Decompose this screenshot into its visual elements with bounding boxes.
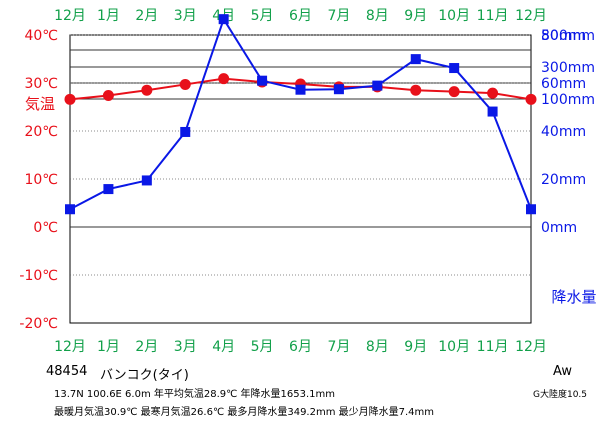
temperature-tick-label: 20℃	[24, 124, 58, 140]
precipitation-point	[65, 204, 75, 215]
month-label-bottom: 6月	[289, 339, 312, 355]
station-name: バンコク(タイ)	[100, 368, 189, 383]
month-label-top: 1月	[97, 8, 120, 24]
precipitation-axis-title: 降水量	[551, 288, 596, 306]
precipitation-tick-label: 100mm	[541, 92, 595, 108]
station-details: 13.7N 100.6E 6.0m 年平均気温28.9℃ 年降水量1653.1m…	[54, 389, 336, 400]
temperature-point	[64, 93, 76, 105]
month-label-top: 5月	[251, 8, 274, 24]
precipitation-point	[333, 84, 344, 95]
temperature-point	[448, 86, 460, 98]
precipitation-point	[295, 84, 306, 95]
precipitation-point	[103, 184, 114, 195]
temperature-point	[410, 84, 422, 96]
precipitation-tick-label: 80mm	[541, 28, 586, 44]
temperature-point	[218, 73, 230, 85]
precipitation-point	[449, 63, 460, 74]
station-id: 48454	[46, 364, 88, 379]
precipitation-point	[180, 126, 191, 137]
climate-code: Aw	[553, 364, 572, 379]
month-label-top: 2月	[135, 8, 158, 24]
month-label-bottom: 4月	[212, 339, 235, 355]
month-label-top: 8月	[366, 8, 389, 24]
precipitation-point	[141, 175, 152, 186]
month-label-top: 6月	[289, 8, 312, 24]
precipitation-point	[257, 75, 268, 86]
temperature-point	[487, 87, 499, 99]
precipitation-point	[487, 106, 498, 117]
month-label-bottom: 2月	[135, 339, 158, 355]
climate-chart: 12月12月1月1月2月2月3月3月4月4月5月5月6月6月7月7月8月8月9月…	[19, 8, 596, 355]
precipitation-point	[218, 14, 229, 25]
precipitation-point	[526, 204, 536, 215]
precipitation-tick-label: 20mm	[541, 172, 586, 188]
month-label-bottom: 11月	[477, 339, 509, 355]
month-label-top: 7月	[327, 8, 350, 24]
temperature-tick-label: 0℃	[33, 220, 58, 236]
temperature-tick-label: 30℃	[24, 76, 58, 92]
precipitation-tick-label: 40mm	[541, 124, 586, 140]
temperature-point	[102, 89, 114, 101]
month-label-bottom: 12月	[515, 339, 547, 355]
month-label-bottom: 12月	[54, 339, 86, 355]
month-label-bottom: 5月	[251, 339, 274, 355]
temperature-tick-label: 10℃	[24, 172, 58, 188]
month-label-top: 12月	[515, 8, 547, 24]
station-extremes: 最暖月気温30.9℃ 最寒月気温26.6℃ 最多月降水量349.2mm 最少月降…	[54, 407, 435, 418]
month-label-bottom: 10月	[438, 339, 470, 355]
temperature-axis-title: 気温	[25, 95, 55, 113]
month-label-bottom: 9月	[404, 339, 427, 355]
month-label-top: 3月	[174, 8, 197, 24]
month-label-top: 10月	[438, 8, 470, 24]
temperature-tick-label: -20℃	[19, 316, 58, 332]
month-label-bottom: 3月	[174, 339, 197, 355]
month-label-bottom: 1月	[97, 339, 120, 355]
month-label-bottom: 7月	[327, 339, 350, 355]
temperature-point	[525, 93, 537, 105]
precipitation-point	[372, 80, 383, 91]
landmass-index: G大陸度10.5	[533, 390, 588, 400]
month-label-top: 12月	[54, 8, 86, 24]
precipitation-tick-label: 0mm	[541, 220, 577, 236]
precipitation-line	[69, 16, 532, 211]
precipitation-tick-label: 300mm	[541, 60, 595, 76]
precipitation-tick-label: 60mm	[541, 76, 586, 92]
month-label-top: 9月	[404, 8, 427, 24]
temperature-point	[141, 84, 153, 96]
temperature-tick-label: 40℃	[24, 28, 58, 44]
temperature-tick-label: -10℃	[19, 268, 58, 284]
month-label-top: 11月	[477, 8, 509, 24]
temperature-point	[179, 78, 191, 90]
precipitation-point	[410, 54, 421, 65]
month-label-bottom: 8月	[366, 339, 389, 355]
precipitation-tick-label: 500mm	[541, 28, 595, 44]
